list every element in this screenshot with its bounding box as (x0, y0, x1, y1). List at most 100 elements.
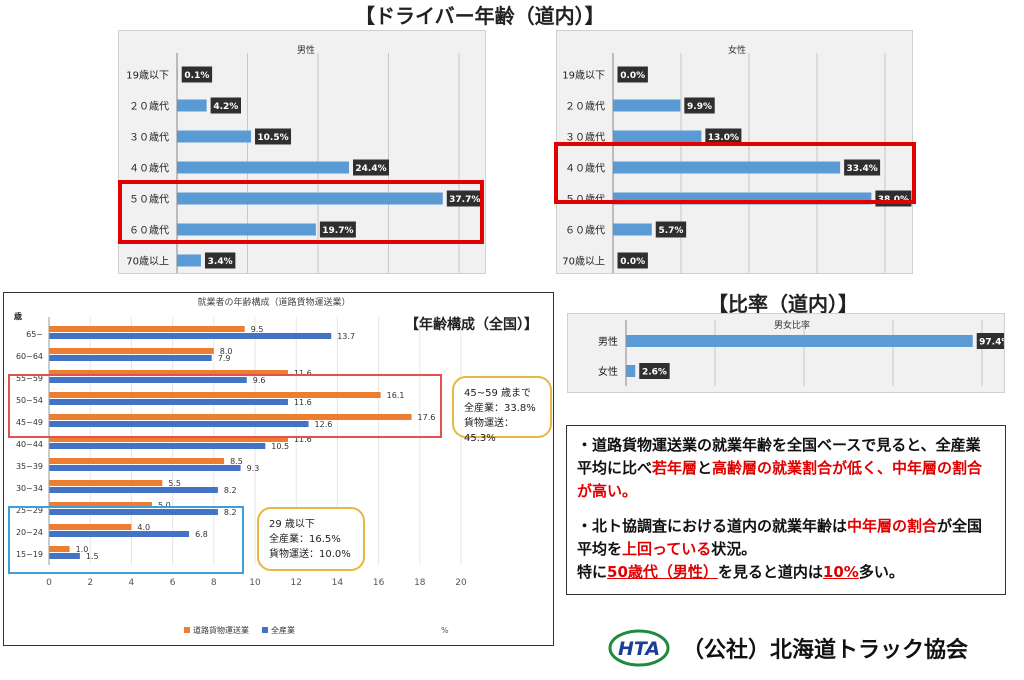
national-category-label: 45~49 (16, 418, 43, 427)
male-category-label: ４０歳代 (129, 163, 169, 175)
national-category-label: 50~54 (16, 396, 43, 405)
young-note-line3: 貨物運送：10.0% (269, 549, 351, 560)
summary-p2-c: が全国平均を (577, 517, 983, 558)
male-data-label: 4.2% (213, 102, 238, 112)
male-data-label: 24.4% (355, 164, 386, 174)
national-legend-swatch-0 (184, 627, 190, 633)
summary-p1-d: 高齢層の就業割合が低く、中年層の割合が高い。 (577, 459, 983, 500)
national-data-label-0: 5.0 (158, 501, 171, 510)
national-x-tick-label: 10 (249, 578, 261, 588)
male-category-label: 70歳以上 (126, 256, 169, 268)
male-bar (177, 223, 316, 236)
male-bar (177, 99, 207, 112)
ratio-bar (626, 335, 973, 347)
summary-p2-d: 上回っている (622, 540, 712, 558)
ratio-bar (626, 365, 636, 377)
summary-p3-b: 50歳代（男性） (607, 563, 718, 581)
middle-note-line2: 全産業：33.8% (464, 403, 536, 414)
female-data-label: 9.9% (687, 102, 712, 112)
middle-note-line1: 45~59 歳まで (464, 388, 532, 399)
male-data-label: 19.7% (322, 226, 353, 236)
national-x-tick-label: 12 (290, 578, 301, 588)
ratio-data-label-bg (639, 363, 670, 379)
summary-p3-e: 多い。 (858, 563, 904, 581)
female-data-label: 0.0% (620, 257, 645, 267)
national-bar-chart: 就業者の年齢構成（道路貨物運送業） 歳 0 2 4 6 8 10 12 14 16 18 20 65~ 9.… (14, 296, 467, 635)
ratio-category-label: 女性 (598, 365, 618, 378)
summary-paragraph-2: ・北ト協調査における道内の就業年齢は中年層の割合が全国平均を上回っている状況。 (577, 515, 995, 561)
female-data-label-bg (617, 66, 648, 83)
summary-p3-a: 特に (577, 563, 608, 581)
national-bar-1 (49, 333, 332, 339)
national-x-tick-label: 8 (211, 578, 217, 588)
middle-note-line3: 貨物運送：45.3% (464, 418, 514, 444)
female-40-50-highlight (554, 142, 916, 204)
hta-logo-icon: HTA (608, 628, 670, 668)
male-bar (177, 161, 350, 174)
national-data-label-0: 9.5 (251, 325, 264, 334)
national-bar-1 (49, 553, 80, 559)
ratio-data-label-bg (976, 333, 1013, 349)
age-composition-heading: 【年齢構成（全国）】 (405, 317, 538, 333)
national-category-label: 30~34 (16, 484, 43, 493)
national-legend-label-0: 道路貨物運送業 (193, 625, 249, 635)
national-data-label-1: 6.8 (195, 530, 208, 539)
national-y-axis-unit: 歳 (14, 311, 22, 321)
national-bar-1 (49, 355, 212, 361)
summary-paragraph-3: 特に50歳代（男性）を見ると道内は10%多い。 (577, 561, 995, 584)
female-data-label: 13.0% (708, 133, 739, 143)
male-data-label: 3.4% (208, 257, 233, 267)
national-x-tick-label: 14 (332, 578, 344, 588)
national-bar-1 (49, 509, 218, 515)
national-data-label-1: 1.5 (86, 552, 99, 561)
national-bar-0 (49, 480, 163, 486)
national-data-label-1: 8.2 (224, 486, 237, 495)
female-bar (613, 161, 841, 174)
national-bar-1 (49, 465, 241, 471)
national-bar-1 (49, 377, 247, 383)
male-bar (177, 192, 443, 205)
national-category-label: 65~ (26, 330, 43, 339)
female-data-label: 0.0% (620, 71, 645, 81)
national-chart-title: 就業者の年齢構成（道路貨物運送業） (197, 296, 350, 308)
national-legend-swatch-1 (262, 627, 268, 633)
female-data-label-bg (844, 159, 881, 176)
national-bar-0 (49, 436, 288, 442)
summary-p2-b: 中年層の割合 (847, 517, 938, 535)
ratio-chart-title: 男女比率 (774, 319, 810, 331)
national-bar-1 (49, 443, 266, 449)
national-data-label-1: 11.6 (294, 398, 312, 407)
national-bar-1 (49, 531, 190, 537)
male-data-label: 37.7% (449, 195, 480, 205)
male-data-label-bg (204, 252, 236, 269)
male-bar-chart: 男性 19歳以下 0.1% ２０歳代 4.2% ３０歳代 10.5% ４０歳代 24.4% ５０歳… (126, 44, 483, 276)
male-50-60-highlight (118, 180, 484, 244)
male-chart-title: 男性 (297, 44, 315, 56)
young-note-line2: 全産業：16.5% (269, 534, 341, 545)
driver-age-heading: 【ドライバー年齢（道内）】 (355, 4, 605, 28)
national-category-label: 55~59 (16, 374, 43, 383)
summary-p3-d: 10% (822, 563, 859, 581)
national-category-label: 25~29 (16, 506, 43, 515)
female-data-label: 33.4% (847, 164, 878, 174)
female-bar (613, 223, 652, 236)
national-bar-1 (49, 487, 218, 493)
female-category-label: ２０歳代 (565, 101, 605, 113)
summary-p1-c: と (697, 459, 713, 477)
male-category-label: 19歳以下 (126, 70, 169, 82)
male-bar (177, 254, 201, 267)
summary-paragraph-1: ・道路貨物運送業の就業年齢を全国ベースで見ると、全産業平均に比べ若年層と高齢層の… (577, 434, 995, 503)
national-x-tick-label: 2 (87, 578, 93, 588)
young-age-note: 29 歳以下 全産業：16.5% 貨物運送：10.0% (257, 507, 365, 571)
national-bar-0 (49, 502, 152, 508)
male-data-label: 10.5% (257, 133, 288, 143)
summary-textbox: ・道路貨物運送業の就業年齢を全国ベースで見ると、全産業平均に比べ若年層と高齢層の… (566, 425, 1006, 595)
male-chart-panel: 男性 19歳以下 0.1% ２０歳代 4.2% ３０歳代 10.5% ４０歳代 24.4% ５０歳… (118, 30, 486, 276)
national-legend-label-1: 全産業 (271, 625, 295, 635)
national-data-label-0: 8.5 (230, 457, 243, 466)
national-bar-0 (49, 392, 381, 398)
female-category-label: 19歳以下 (562, 70, 605, 82)
female-category-label: ３０歳代 (565, 132, 605, 144)
female-chart-title: 女性 (728, 44, 746, 56)
